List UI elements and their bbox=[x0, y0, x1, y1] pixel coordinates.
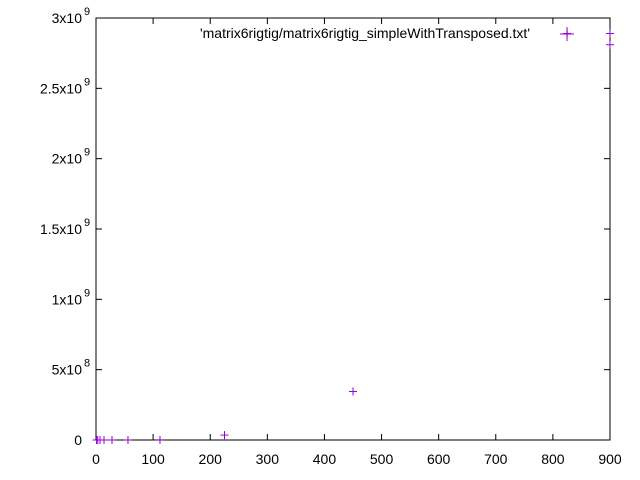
y-tick-exponent: 9 bbox=[84, 217, 90, 229]
data-point bbox=[563, 29, 572, 38]
y-tick-exponent: 8 bbox=[84, 358, 90, 370]
y-tick-exponent: 9 bbox=[84, 287, 90, 299]
legend-series-label: 'matrix6rigtig/matrix6rigtig_simpleWithT… bbox=[200, 25, 530, 41]
y-tick-mantissa: 3x10 bbox=[52, 10, 83, 26]
y-tick-label: 0 bbox=[74, 432, 82, 448]
data-point bbox=[606, 29, 614, 38]
x-tick-label: 100 bbox=[141, 451, 165, 467]
x-tick-label: 400 bbox=[313, 451, 337, 467]
data-point bbox=[349, 387, 357, 396]
x-axis: 0 100 200 300 400 500 600 700 800 900 bbox=[92, 18, 622, 467]
y-tick-mantissa: 2x10 bbox=[52, 151, 83, 167]
x-tick-label: 300 bbox=[256, 451, 280, 467]
y-tick-exponent: 9 bbox=[84, 76, 90, 88]
data-points bbox=[92, 29, 614, 444]
y-tick-exponent: 9 bbox=[84, 6, 90, 18]
x-tick-label: 800 bbox=[541, 451, 565, 467]
y-tick-mantissa: 5x10 bbox=[52, 362, 83, 378]
data-point bbox=[123, 436, 132, 444]
y-tick-mantissa: 0 bbox=[74, 432, 82, 448]
data-point bbox=[220, 431, 229, 440]
plot-area bbox=[95, 17, 611, 441]
y-tick-mantissa: 1x10 bbox=[52, 291, 83, 307]
x-tick-label: 700 bbox=[484, 451, 508, 467]
data-point bbox=[107, 436, 116, 444]
data-point bbox=[155, 435, 164, 444]
x-tick-label: 500 bbox=[370, 451, 394, 467]
data-point bbox=[606, 40, 614, 49]
y-tick-label: 2.5x10 bbox=[40, 80, 82, 96]
x-tick-label: 0 bbox=[92, 451, 100, 467]
y-tick-label: 1.5x10 bbox=[40, 221, 82, 237]
x-tick-label: 900 bbox=[598, 451, 622, 467]
y-tick-label: 3x10 bbox=[52, 10, 83, 26]
y-tick-exponent: 9 bbox=[84, 147, 90, 159]
x-tick-label: 200 bbox=[199, 451, 223, 467]
y-tick-label: 1x10 bbox=[52, 291, 83, 307]
y-tick-mantissa: 1.5x10 bbox=[40, 221, 82, 237]
y-tick-label: 5x10 bbox=[52, 362, 83, 378]
data-point bbox=[99, 436, 108, 444]
x-tick-label: 600 bbox=[427, 451, 451, 467]
y-tick-label: 2x10 bbox=[52, 151, 83, 167]
y-tick-mantissa: 2.5x10 bbox=[40, 80, 82, 96]
legend: 'matrix6rigtig/matrix6rigtig_simpleWithT… bbox=[200, 25, 574, 41]
